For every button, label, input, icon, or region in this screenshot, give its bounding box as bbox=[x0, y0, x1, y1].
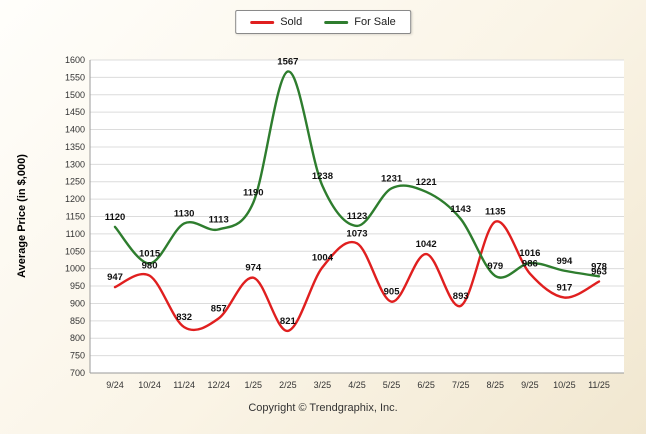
x-tick-label: 10/24 bbox=[138, 380, 161, 390]
for-sale-line-swatch bbox=[324, 20, 349, 24]
data-label: 832 bbox=[176, 312, 192, 323]
data-label: 1221 bbox=[416, 177, 438, 188]
for-sale-line bbox=[113, 70, 601, 279]
y-tick-label: 1500 bbox=[65, 90, 85, 100]
y-tick-label: 1050 bbox=[65, 246, 85, 256]
x-tick-label: 3/25 bbox=[314, 380, 332, 390]
x-tick-label: 6/25 bbox=[417, 380, 435, 390]
x-tick-label: 8/25 bbox=[487, 380, 505, 390]
y-tick-label: 800 bbox=[70, 333, 85, 343]
x-tick-label: 4/25 bbox=[348, 380, 366, 390]
y-tick-label: 750 bbox=[70, 351, 85, 361]
data-label: 980 bbox=[142, 261, 158, 272]
data-label: 1238 bbox=[312, 171, 333, 182]
x-tick-label: 9/25 bbox=[521, 380, 539, 390]
data-label: 1190 bbox=[243, 188, 264, 199]
y-tick-label: 700 bbox=[70, 368, 85, 378]
data-label: 986 bbox=[522, 259, 538, 270]
data-label: 1004 bbox=[312, 252, 334, 263]
legend-item-sold: Sold bbox=[250, 16, 302, 28]
y-tick-label: 1000 bbox=[65, 264, 85, 274]
sold-line-swatch bbox=[250, 20, 275, 24]
y-tick-label: 1300 bbox=[65, 159, 85, 169]
x-tick-label: 11/25 bbox=[588, 380, 610, 390]
y-tick-label: 1200 bbox=[65, 194, 85, 204]
data-label: 1120 bbox=[105, 212, 126, 223]
data-label: 978 bbox=[591, 261, 607, 272]
y-tick-label: 950 bbox=[70, 281, 85, 291]
x-tick-label: 12/24 bbox=[207, 380, 230, 390]
copyright-text: Copyright © Trendgraphix, Inc. bbox=[248, 402, 398, 414]
data-label: 821 bbox=[280, 316, 297, 327]
legend-label-sold: Sold bbox=[280, 16, 303, 28]
legend-item-for-sale: For Sale bbox=[324, 16, 396, 28]
data-label: 1015 bbox=[139, 248, 161, 259]
y-tick-label: 1250 bbox=[65, 177, 85, 187]
x-tick-label: 10/25 bbox=[553, 380, 576, 390]
data-label: 917 bbox=[556, 283, 572, 294]
y-tick-label: 900 bbox=[70, 298, 85, 308]
data-label: 974 bbox=[245, 263, 262, 274]
y-tick-label: 1400 bbox=[65, 125, 85, 135]
data-label: 994 bbox=[556, 256, 573, 267]
y-tick-label: 850 bbox=[70, 316, 85, 326]
y-tick-label: 1350 bbox=[65, 142, 85, 152]
sold-line bbox=[113, 220, 601, 333]
y-tick-label: 1150 bbox=[66, 212, 85, 222]
y-tick-label: 1100 bbox=[66, 229, 85, 239]
price-trend-chart: 700 750 800 850 900 950 1000 1050 1100 1150 1200 12… bbox=[65, 55, 624, 390]
data-label: 1130 bbox=[174, 208, 195, 219]
x-tick-label: 11/24 bbox=[173, 380, 195, 390]
data-label: 857 bbox=[211, 303, 227, 314]
data-label: 963 bbox=[591, 267, 607, 278]
y-tick-label: 1450 bbox=[65, 107, 85, 117]
data-label: 1042 bbox=[416, 239, 437, 250]
data-label: 1113 bbox=[209, 214, 229, 225]
x-tick-label: 2/25 bbox=[279, 380, 297, 390]
data-label: 1143 bbox=[450, 204, 471, 215]
data-label: 1073 bbox=[346, 228, 367, 239]
legend-label-for-sale: For Sale bbox=[354, 16, 396, 28]
data-label: 1135 bbox=[485, 207, 506, 218]
y-tick-label: 1550 bbox=[65, 72, 85, 82]
data-label: 1567 bbox=[277, 56, 298, 67]
x-tick-label: 5/25 bbox=[383, 380, 401, 390]
x-tick-label: 1/25 bbox=[245, 380, 263, 390]
x-tick-label: 7/25 bbox=[452, 380, 470, 390]
data-label: 893 bbox=[453, 291, 469, 302]
data-label: 1123 bbox=[347, 211, 368, 222]
data-label: 947 bbox=[107, 272, 123, 283]
x-tick-label: 9/24 bbox=[106, 380, 124, 390]
data-label: 979 bbox=[487, 261, 503, 272]
data-label: 1016 bbox=[519, 248, 540, 259]
chart-legend: Sold For Sale bbox=[235, 10, 411, 34]
data-label: 1231 bbox=[381, 173, 403, 184]
data-label: 905 bbox=[384, 287, 401, 298]
y-tick-label: 1600 bbox=[65, 55, 85, 65]
